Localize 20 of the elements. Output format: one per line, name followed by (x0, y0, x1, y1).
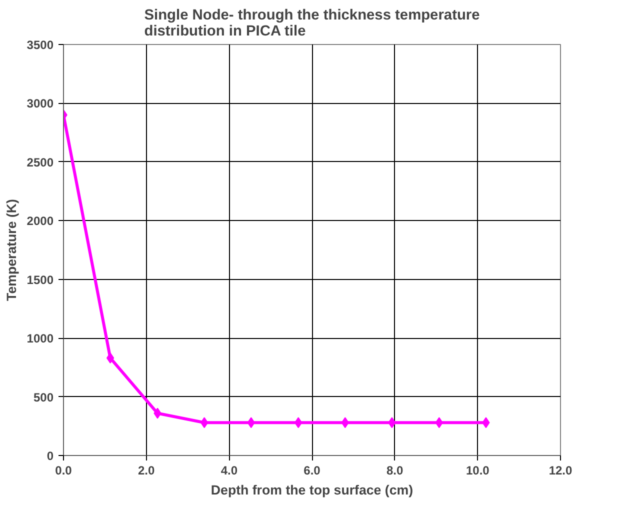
x-tick-label: 12.0 (548, 464, 573, 478)
y-tick-label: 1000 (26, 332, 54, 346)
point (200, 417, 208, 428)
y-axis-title: Temperature (K) (4, 199, 19, 301)
x-tick-label: 8.0 (386, 464, 404, 478)
y-tick-label: 1500 (26, 272, 54, 287)
point (106, 352, 114, 364)
y-tick-label: 3000 (26, 96, 54, 111)
x-tick-label: 6.0 (304, 464, 321, 478)
y-tick-label: 2000 (26, 214, 54, 228)
y-tick-label: 3500 (26, 38, 54, 52)
y-tick-label: 2500 (26, 155, 54, 170)
x-tick-label: 4.0 (220, 464, 238, 478)
x-tick-label: 0.0 (55, 464, 72, 478)
x-tick-label: 10.0 (466, 464, 490, 478)
x-tick-label: 2.0 (138, 464, 155, 478)
y-tick-label: 500 (33, 390, 54, 404)
y-tick-label: 0 (46, 449, 54, 463)
x-axis-title: Depth from the top surface (cm) (210, 482, 414, 498)
chart-title: Single Node- through the thickness temperature distribution in PICA tile (144, 8, 480, 40)
